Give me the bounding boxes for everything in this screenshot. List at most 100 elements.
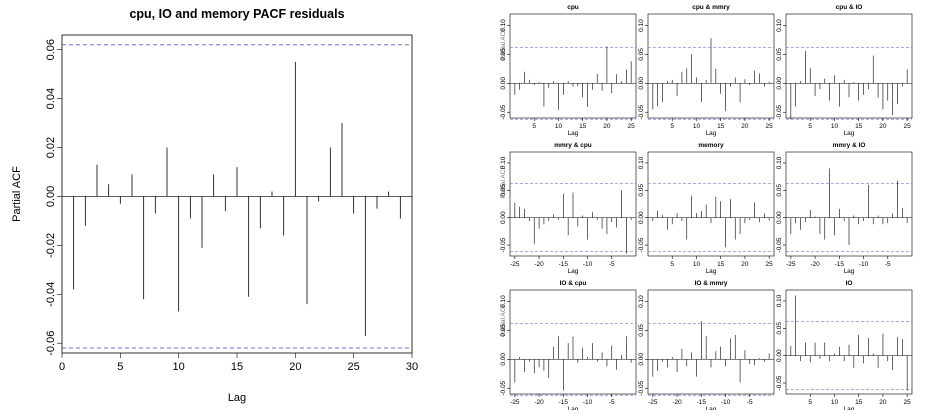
y-tick-label: -0.05 — [638, 380, 645, 395]
x-tick-label: 20 — [741, 261, 749, 268]
x-tick-label: -10 — [721, 399, 731, 406]
subplot-ylabel-fragment: Partial ACF — [500, 304, 507, 337]
y-tick-label: 0.10 — [638, 19, 645, 32]
chart-cpu-io: cpu & IO 5 10 15 20 25 -0.05 0.00 0.05 0.10 Lag — [776, 4, 913, 137]
y-tick-label: 0.00 — [638, 77, 645, 90]
x-tick-label: 10 — [555, 123, 563, 130]
y-tick-label: 0.10 — [776, 156, 783, 169]
x-tick-label: -25 — [510, 261, 520, 268]
x-tick-label: 10 — [693, 261, 701, 268]
x-tick-label: 15 — [231, 361, 243, 373]
y-tick-label: 0.10 — [776, 19, 783, 32]
chart-title: mmry & cpu — [554, 142, 592, 149]
y-tick-label: 0.00 — [776, 211, 783, 224]
chart-main: cpu, IO and memory PACF residuals 0 5 10 15 2… — [11, 7, 418, 404]
x-tick-label: 20 — [289, 361, 301, 373]
y-tick-label: -0.05 — [638, 237, 645, 252]
y-tick-label: -0.04 — [45, 282, 57, 307]
y-tick-label: 0.05 — [638, 324, 645, 337]
plot-frame — [647, 289, 775, 395]
x-tick-label: -10 — [583, 399, 593, 406]
y-tick-label: 0.05 — [776, 322, 783, 335]
y-tick-label: 0.10 — [500, 156, 507, 169]
x-tick-label: -5 — [885, 261, 891, 268]
y-tick-label: 0.10 — [500, 19, 507, 32]
x-tick-label: -15 — [559, 399, 569, 406]
x-tick-label: -10 — [583, 261, 593, 268]
x-axis-label: Lag — [844, 268, 855, 275]
x-tick-label: 25 — [904, 123, 912, 130]
x-tick-label: -25 — [510, 399, 520, 406]
chart-cpu-mmry: cpu & mmry 5 10 15 20 25 -0.05 0.00 0.05 0.10 Lag — [638, 4, 775, 137]
plot-frame — [509, 151, 637, 257]
plot-frame — [785, 151, 913, 257]
chart-title: IO — [846, 280, 853, 287]
x-tick-label: 5 — [808, 399, 812, 406]
x-tick-label: -25 — [786, 261, 796, 268]
x-tick-label: 5 — [532, 123, 536, 130]
x-tick-label: -15 — [559, 261, 569, 268]
x-axis-label: Lag — [228, 392, 246, 404]
plot-frame — [509, 13, 637, 119]
x-axis-label: Lag — [706, 268, 717, 275]
x-tick-label: 20 — [741, 123, 749, 130]
y-tick-label: -0.05 — [776, 375, 783, 390]
y-tick-label: 0.00 — [638, 211, 645, 224]
y-tick-label: 0.05 — [500, 324, 507, 337]
x-tick-label: 20 — [879, 123, 887, 130]
y-tick-label: 0.00 — [500, 353, 507, 366]
x-tick-label: 5 — [670, 261, 674, 268]
y-tick-label: -0.05 — [776, 104, 783, 119]
y-tick-label: 0.06 — [45, 39, 57, 60]
chart-io-mmry: IO & mmry -25 -20 -15 -10 -5 -0.05 0.00 0.05 0.10… — [638, 280, 775, 413]
x-tick-label: 25 — [766, 123, 774, 130]
x-tick-label: 10 — [831, 123, 839, 130]
y-tick-label: 0.10 — [500, 295, 507, 308]
x-tick-label: 15 — [855, 123, 863, 130]
x-tick-label: 25 — [628, 123, 636, 130]
subplot-ylabel-fragment: Partial ACF — [500, 166, 507, 199]
x-tick-label: 15 — [855, 399, 863, 406]
y-tick-label: 0.00 — [638, 353, 645, 366]
x-tick-label: -5 — [747, 399, 753, 406]
chart-title: memory — [698, 142, 724, 149]
y-tick-label: -0.06 — [45, 331, 57, 356]
y-tick-label: -0.05 — [500, 237, 507, 252]
x-tick-label: 25 — [348, 361, 360, 373]
y-tick-label: -0.02 — [45, 233, 57, 258]
x-tick-label: 15 — [579, 123, 587, 130]
subplot-ylabel-fragment: Partial ACF — [500, 28, 507, 61]
x-axis-label: Lag — [706, 130, 717, 137]
x-tick-label: -10 — [859, 261, 869, 268]
chart-title: IO & mmry — [695, 280, 728, 287]
y-tick-label: -0.05 — [776, 237, 783, 252]
chart-title: cpu & IO — [836, 4, 863, 11]
x-tick-label: 30 — [406, 361, 418, 373]
y-tick-label: 0.10 — [638, 295, 645, 308]
x-tick-label: 25 — [904, 399, 912, 406]
chart-title: cpu & mmry — [692, 4, 730, 11]
x-tick-label: -15 — [697, 399, 707, 406]
plot-frame — [785, 289, 913, 395]
y-tick-label: 0.05 — [500, 184, 507, 197]
chart-io-cpu: IO & cpu -25 -20 -15 -10 -5 -0.05 0.00 0.05 0.10 L… — [500, 280, 637, 413]
chart-title: mmry & IO — [833, 142, 866, 149]
chart-io: IO 5 10 15 20 25 -0.05 0.00 0.05 0.10 Lag — [776, 280, 913, 413]
x-tick-label: -25 — [648, 399, 658, 406]
chart-title: IO & cpu — [560, 280, 587, 287]
y-tick-label: 0.05 — [776, 48, 783, 61]
y-tick-label: 0.00 — [500, 211, 507, 224]
x-tick-label: 5 — [670, 123, 674, 130]
x-tick-label: 25 — [766, 261, 774, 268]
y-tick-label: 0.00 — [45, 186, 57, 207]
y-tick-label: 0.10 — [776, 294, 783, 307]
x-tick-label: 10 — [173, 361, 185, 373]
x-tick-label: -15 — [835, 261, 845, 268]
x-tick-label: 20 — [879, 399, 887, 406]
x-axis-label: Lag — [844, 130, 855, 137]
y-tick-label: -0.05 — [638, 104, 645, 119]
x-axis-label: Lag — [568, 268, 579, 275]
x-tick-label: 5 — [117, 361, 123, 373]
